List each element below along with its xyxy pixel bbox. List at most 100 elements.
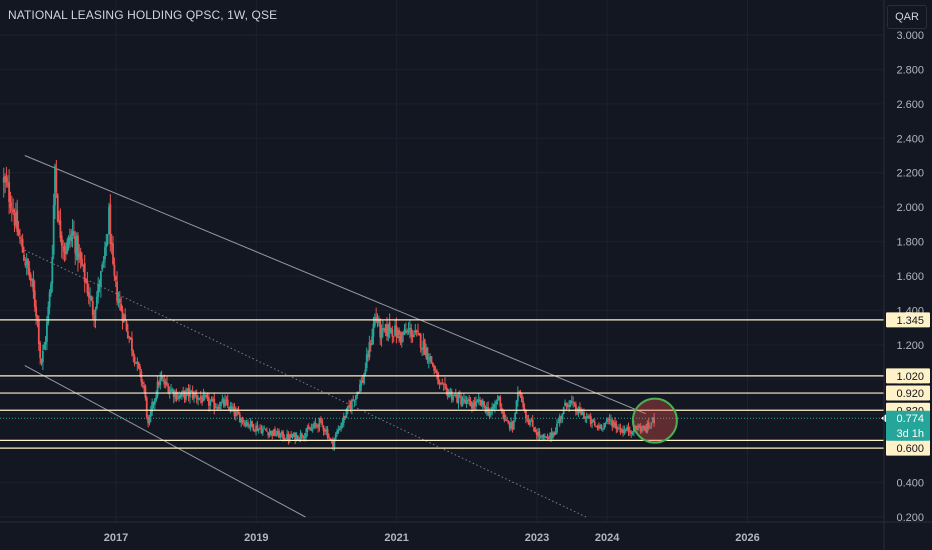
candle-body	[646, 423, 649, 433]
candle-body	[579, 407, 581, 411]
candle-body	[168, 390, 171, 394]
currency-button[interactable]: QAR	[887, 5, 927, 29]
candle-body	[280, 431, 283, 435]
candle-body	[392, 335, 395, 337]
chart-title: NATIONAL LEASING HOLDING QPSC, 1W, QSE	[8, 8, 278, 22]
candle-body	[645, 428, 647, 432]
candle-body	[637, 425, 639, 431]
candle-body	[469, 401, 472, 407]
y-tick-label: 2.600	[896, 99, 924, 111]
candle-body	[512, 420, 515, 430]
candle-body	[226, 399, 229, 406]
candle-body	[465, 400, 468, 404]
candle-body	[431, 362, 434, 366]
candle-body	[480, 399, 483, 406]
candle-body	[360, 380, 363, 386]
candle-body	[120, 303, 123, 312]
candle-body	[50, 284, 52, 294]
candle-body	[515, 400, 518, 414]
candle-body	[558, 416, 561, 423]
candle-body	[135, 362, 137, 364]
candle-body	[315, 425, 318, 427]
candle-body	[531, 419, 534, 427]
candle-body	[243, 421, 245, 423]
candle-body	[265, 430, 268, 432]
candle-body	[209, 401, 212, 406]
candle-body	[404, 330, 407, 334]
candle-body	[184, 391, 187, 400]
candle-body	[608, 418, 611, 421]
candle-body	[133, 356, 136, 364]
candle-body	[275, 434, 278, 436]
candle-body	[464, 400, 467, 403]
candle-body	[271, 431, 274, 436]
candle-body	[174, 392, 177, 396]
y-tick-label: 2.200	[896, 168, 924, 180]
candle-body	[433, 365, 436, 372]
candle-body	[59, 220, 62, 238]
candle-body	[101, 264, 104, 270]
candle-body	[457, 394, 460, 404]
candle-body	[232, 407, 235, 410]
candle-body	[116, 281, 118, 301]
candle-body	[514, 413, 517, 420]
candle-body	[556, 423, 558, 433]
candle-body	[136, 361, 139, 364]
candle-body	[587, 416, 589, 419]
candle-body	[547, 437, 550, 440]
x-axis-background	[0, 522, 884, 550]
candle-body	[583, 412, 585, 419]
candle-body	[240, 418, 243, 423]
candle-body	[525, 410, 527, 419]
candle-body	[5, 177, 8, 183]
x-tick-label: 2024	[595, 532, 620, 544]
candle-body	[379, 319, 382, 338]
candle-body	[203, 395, 206, 397]
candle-body	[422, 340, 425, 349]
candle-body	[118, 298, 121, 303]
candle-body	[639, 426, 642, 432]
candle-body	[516, 392, 519, 402]
candle-body	[261, 429, 264, 433]
candle-body	[535, 431, 538, 436]
candle-body	[294, 432, 297, 441]
candle-body	[109, 204, 112, 245]
candle-body	[16, 210, 19, 232]
candle-body	[176, 397, 179, 399]
candle-body	[570, 400, 573, 403]
candle-body	[473, 401, 476, 407]
candle-body	[148, 416, 151, 424]
candle-body	[553, 432, 556, 436]
candle-body	[387, 323, 390, 337]
candle-body	[82, 264, 85, 266]
candle-body	[623, 429, 626, 433]
candle-body	[268, 432, 271, 436]
candle-body	[295, 435, 298, 440]
candle-body	[442, 384, 445, 386]
x-tick-label: 2021	[384, 532, 408, 544]
candle-body	[475, 401, 477, 407]
candle-body	[419, 334, 422, 348]
candle-body	[97, 283, 100, 298]
candle-body	[495, 401, 498, 405]
level-tag-label: 0.600	[896, 443, 924, 455]
candle-body	[622, 429, 624, 434]
candle-body	[534, 430, 537, 433]
candle-body	[303, 437, 306, 439]
candle-body	[73, 231, 75, 236]
candle-body	[612, 422, 615, 427]
candle-body	[211, 399, 214, 401]
candle-body	[85, 280, 87, 283]
candle-body	[610, 419, 612, 421]
candle-body	[369, 343, 372, 346]
candle-body	[399, 335, 402, 342]
candle-body	[202, 394, 205, 402]
candle-body	[373, 317, 376, 326]
candle-body	[554, 431, 557, 435]
candle-body	[164, 381, 167, 384]
candle-body	[95, 296, 98, 309]
candle-body	[52, 204, 55, 255]
candle-body	[17, 229, 20, 236]
candle-body	[382, 328, 384, 331]
